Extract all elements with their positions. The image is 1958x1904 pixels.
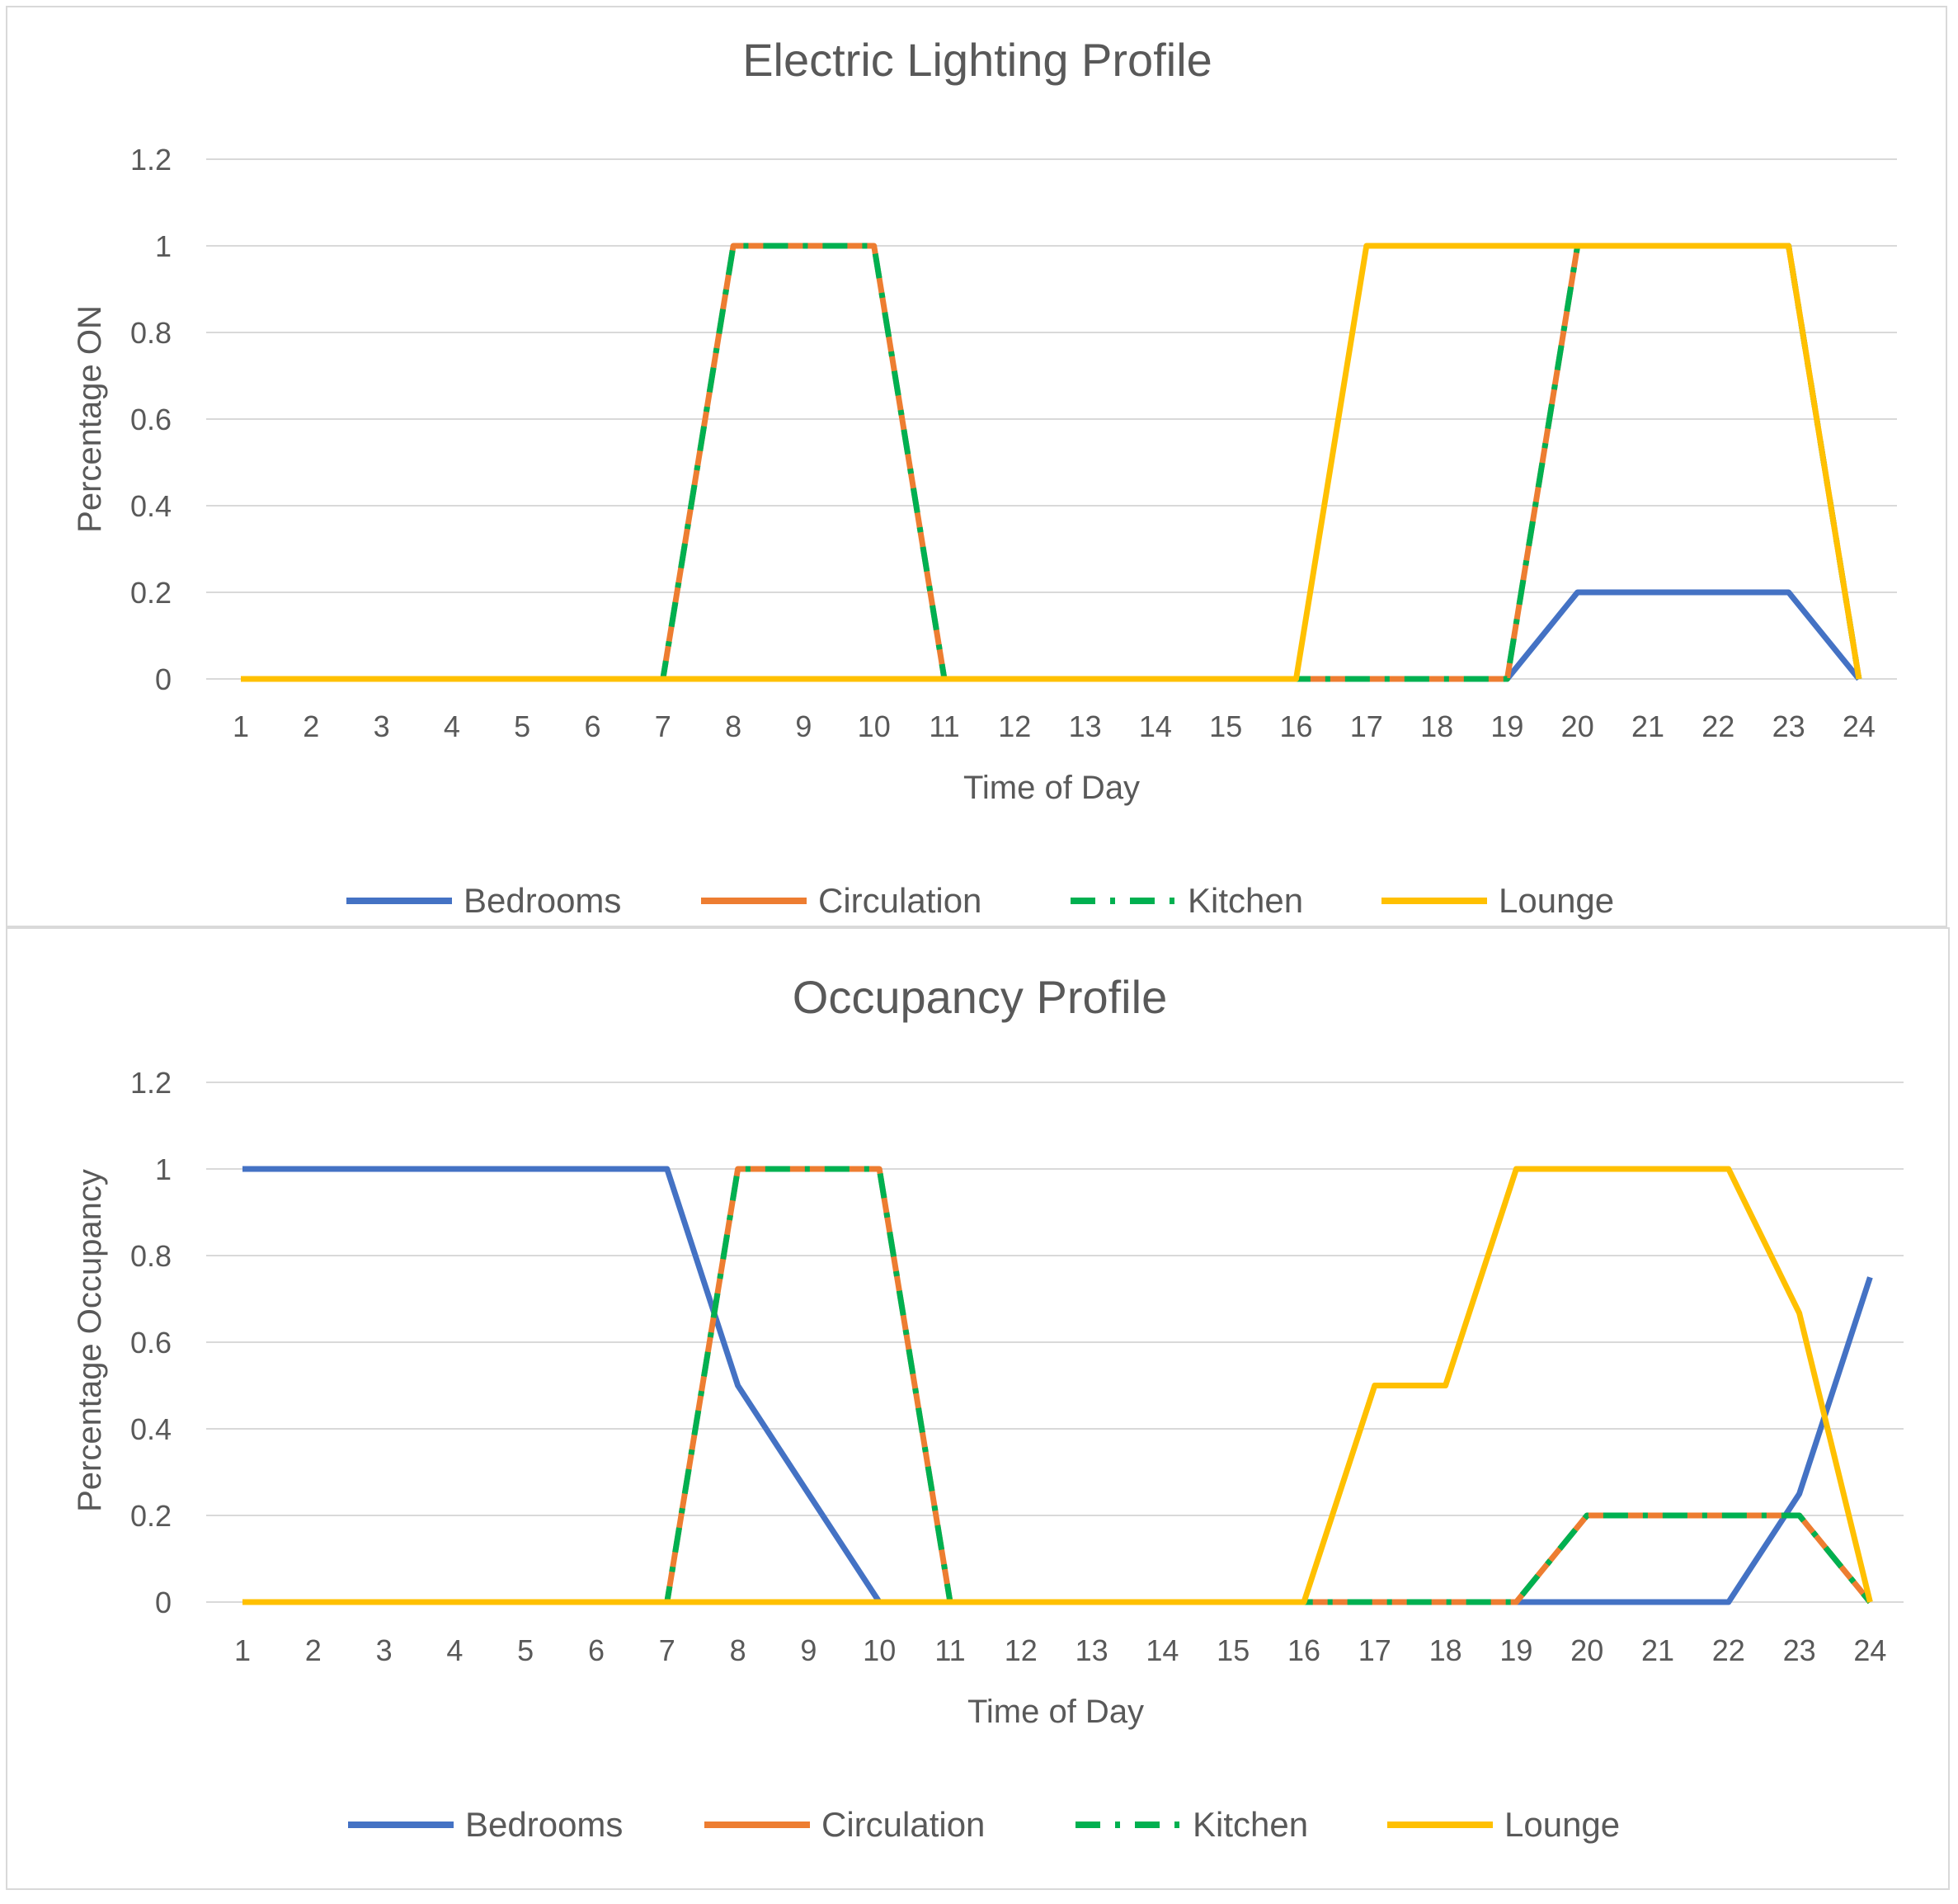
chart-lighting-xlabel: Time of Day [963,770,1140,806]
x-tick-label: 24 [1843,709,1876,743]
y-tick-label: 1.2 [130,1066,172,1100]
x-tick-label: 12 [998,709,1031,743]
x-tick-label: 9 [800,1633,817,1667]
x-tick-label: 12 [1005,1633,1038,1667]
y-tick-label: 0.2 [130,576,172,610]
x-tick-label: 20 [1561,709,1594,743]
y-tick-label: 0 [155,662,172,696]
chart-occupancy-border [6,927,1950,1890]
x-tick-label: 5 [517,1633,534,1667]
chart-occupancy-series [242,1166,1873,1605]
x-tick-label: 7 [655,709,671,743]
x-tick-label: 8 [725,709,741,743]
y-tick-label: 0.8 [130,1239,172,1273]
chart-lighting-title: Electric Lighting Profile [742,34,1212,86]
x-tick-label: 13 [1075,1633,1108,1667]
y-tick-label: 1.2 [130,143,172,177]
x-tick-label: 6 [584,709,600,743]
legend-label-kitchen: Kitchen [1188,881,1303,920]
x-tick-label: 17 [1358,1633,1391,1667]
y-tick-label: 0.4 [130,1412,172,1446]
x-tick-label: 9 [795,709,812,743]
x-tick-label: 17 [1350,709,1383,743]
legend-label-bedrooms: Bedrooms [465,1805,623,1844]
x-tick-label: 19 [1499,1633,1532,1667]
x-tick-label: 2 [303,709,319,743]
chart-lighting-series [241,243,1862,682]
x-tick-label: 22 [1712,1633,1745,1667]
x-tick-label: 4 [446,1633,463,1667]
x-tick-label: 21 [1641,1633,1674,1667]
y-tick-label: 1 [155,1152,172,1186]
legend-label-kitchen: Kitchen [1193,1805,1308,1844]
x-tick-label: 14 [1139,709,1172,743]
x-tick-label: 19 [1490,709,1523,743]
series-line-lounge [242,1166,1873,1605]
y-tick-label: 0.6 [130,403,172,436]
chart-occupancy-yticks: 0 0.2 0.4 0.6 0.8 1 1.2 [130,1066,172,1619]
chart-lighting: Electric Lighting Profile Percentage ON … [6,6,1947,927]
chart-lighting-yticks: 0 0.2 0.4 0.6 0.8 1 1.2 [130,143,172,696]
legend-label-lounge: Lounge [1504,1805,1620,1844]
chart-occupancy-ylabel: Percentage Occupancy [72,1169,108,1512]
x-tick-label: 18 [1420,709,1453,743]
series-line-lounge [241,243,1862,682]
x-tick-label: 6 [588,1633,605,1667]
x-tick-label: 18 [1429,1633,1462,1667]
x-tick-label: 1 [233,709,249,743]
x-tick-label: 16 [1279,709,1312,743]
chart-occupancy-title: Occupancy Profile [793,971,1167,1023]
legend-label-bedrooms: Bedrooms [464,881,621,920]
chart-occupancy-legend: Bedrooms Circulation Kitchen Lounge [348,1805,1620,1844]
x-tick-label: 4 [444,709,460,743]
x-tick-label: 23 [1783,1633,1816,1667]
chart-lighting-xticks: 1 2 3 4 5 6 7 8 9 10 11 12 13 14 15 16 17 18 19 20 21 22 23 24 [233,709,1876,743]
legend-label-lounge: Lounge [1499,881,1614,920]
chart-lighting-ylabel: Percentage ON [72,305,108,533]
x-tick-label: 21 [1631,709,1664,743]
x-tick-label: 24 [1853,1633,1886,1667]
legend-label-circulation: Circulation [818,881,981,920]
legend-label-circulation: Circulation [821,1805,985,1844]
y-tick-label: 1 [155,229,172,263]
x-tick-label: 13 [1069,709,1102,743]
x-tick-label: 7 [659,1633,675,1667]
chart-occupancy-xlabel: Time of Day [967,1694,1144,1730]
y-tick-label: 0 [155,1586,172,1619]
x-tick-label: 3 [374,709,390,743]
x-tick-label: 1 [234,1633,251,1667]
chart-occupancy-xticks: 1 2 3 4 5 6 7 8 9 10 11 12 13 14 15 16 17 18 19 20 21 22 23 24 [234,1633,1886,1667]
x-tick-label: 2 [305,1633,322,1667]
x-tick-label: 10 [858,709,891,743]
x-tick-label: 20 [1570,1633,1603,1667]
y-tick-label: 0.4 [130,489,172,523]
y-tick-label: 0.2 [130,1499,172,1533]
x-tick-label: 3 [376,1633,393,1667]
x-tick-label: 16 [1287,1633,1320,1667]
y-tick-label: 0.6 [130,1326,172,1360]
x-tick-label: 11 [929,709,959,743]
chart-lighting-legend: Bedrooms Circulation Kitchen Lounge [346,881,1614,920]
y-tick-label: 0.8 [130,316,172,350]
x-tick-label: 11 [934,1633,965,1667]
x-tick-label: 8 [730,1633,746,1667]
x-tick-label: 5 [514,709,530,743]
x-tick-label: 14 [1146,1633,1179,1667]
x-tick-label: 22 [1701,709,1734,743]
x-tick-label: 15 [1209,709,1242,743]
x-tick-label: 15 [1217,1633,1250,1667]
x-tick-label: 10 [863,1633,896,1667]
x-tick-label: 23 [1772,709,1805,743]
chart-occupancy: Occupancy Profile Percentage Occupancy T… [6,927,1950,1890]
